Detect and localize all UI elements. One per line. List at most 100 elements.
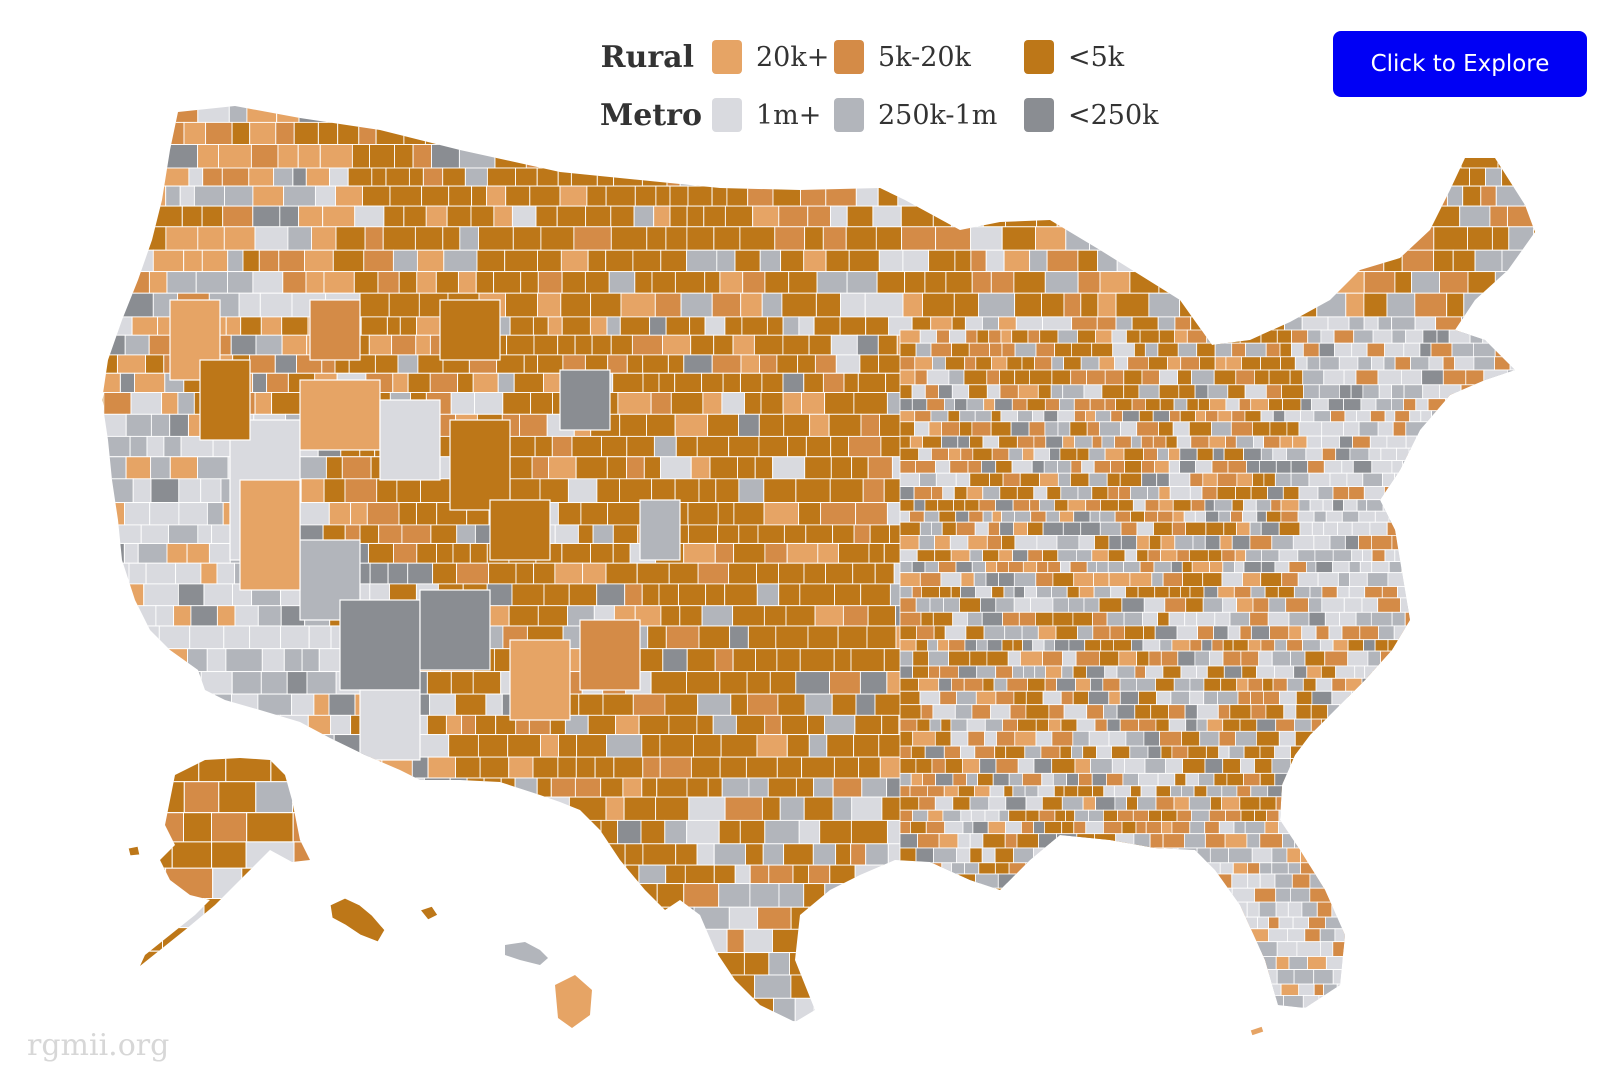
county-cell[interactable] [283,864,311,885]
county-cell[interactable] [837,625,868,650]
county-cell[interactable] [1122,410,1140,423]
county-cell[interactable] [1385,833,1409,849]
county-cell[interactable] [1011,916,1022,930]
county-cell[interactable] [1148,928,1162,943]
county-cell[interactable] [774,226,806,251]
county-cell[interactable] [1116,226,1141,251]
county-cell[interactable] [1027,677,1046,692]
county-cell[interactable] [1330,410,1346,423]
county-cell[interactable] [1341,777,1365,798]
county-cell[interactable] [1090,956,1103,970]
county-cell[interactable] [341,456,372,480]
county-cell[interactable] [679,167,697,187]
county-cell[interactable] [1101,435,1115,449]
county-cell[interactable] [1345,734,1376,758]
county-cell[interactable] [1442,543,1467,564]
county-cell[interactable] [889,167,914,187]
county-cell[interactable] [1145,167,1166,187]
county-cell[interactable] [203,898,236,929]
county-cell[interactable] [938,677,952,692]
county-cell[interactable] [1358,535,1372,551]
county-cell[interactable] [1337,521,1353,536]
county-cell[interactable] [822,226,847,251]
county-cell[interactable] [835,354,861,374]
county-cell[interactable] [1278,821,1297,835]
county-cell[interactable] [1494,356,1511,371]
county-cell[interactable] [1351,773,1364,787]
county-cell[interactable] [1042,521,1064,536]
county-cell[interactable] [713,843,746,866]
county-cell[interactable] [1058,144,1083,169]
county-cell[interactable] [1474,796,1497,811]
county-cell[interactable] [1506,796,1535,821]
county-cell[interactable] [634,185,657,207]
county-cell[interactable] [916,718,931,732]
county-cell[interactable] [1158,499,1174,512]
county-cell[interactable] [1298,421,1323,437]
county-cell[interactable] [1225,356,1242,371]
county-cell[interactable] [1508,625,1542,650]
county-cell[interactable] [1245,205,1264,228]
county-cell[interactable] [1292,916,1309,930]
county-cell[interactable] [826,734,855,758]
county-cell[interactable] [1138,906,1172,930]
county-cell[interactable] [1453,796,1476,811]
county-cell[interactable] [1403,384,1424,400]
county-cell[interactable] [1100,928,1119,943]
county-cell[interactable] [130,144,161,169]
county-cell[interactable] [701,605,734,627]
county-cell[interactable] [1491,226,1510,251]
county-cell[interactable] [508,605,539,627]
county-cell[interactable] [749,864,770,885]
county-cell[interactable] [772,456,806,480]
county-cell[interactable] [1174,329,1188,344]
county-cell[interactable] [472,671,502,695]
county-cell[interactable] [1234,1007,1246,1020]
county-cell[interactable] [1403,342,1421,358]
county-cell[interactable] [1222,639,1234,652]
county-cell[interactable] [407,562,434,585]
county-cell[interactable] [776,354,799,374]
county-cell[interactable] [1176,549,1190,563]
county-cell[interactable] [1342,906,1369,930]
county-cell[interactable] [978,499,996,512]
county-cell[interactable] [982,510,993,523]
county-cell[interactable] [1240,758,1255,774]
county-cell[interactable] [1013,572,1037,588]
county-cell[interactable] [1006,995,1027,1009]
county-cell[interactable] [1076,447,1090,462]
county-cell[interactable] [871,167,891,187]
county-cell[interactable] [1333,329,1355,344]
county-cell[interactable] [246,100,278,123]
county-cell[interactable] [1239,329,1262,344]
county-cell[interactable] [1149,249,1175,273]
county-cell[interactable] [1099,521,1122,536]
county-cell[interactable] [1148,535,1162,551]
county-cell[interactable] [1501,329,1515,344]
county-cell[interactable] [1034,916,1049,930]
county-cell[interactable] [453,819,489,845]
county-cell[interactable] [1196,974,1221,999]
county-cell[interactable] [1426,833,1439,849]
county-cell[interactable] [1099,862,1110,875]
county-cell[interactable] [874,562,895,585]
county-cell[interactable] [1187,745,1207,759]
county-cell[interactable] [786,543,819,564]
county-cell[interactable] [1526,843,1556,866]
county-cell[interactable] [998,549,1013,563]
county-cell[interactable] [1394,100,1419,123]
county-cell[interactable] [103,392,132,415]
county-cell[interactable] [179,997,215,1022]
county-cell[interactable] [717,952,745,976]
county-cell[interactable] [1345,292,1365,318]
county-cell[interactable] [1394,1021,1416,1043]
county-cell[interactable] [1144,510,1159,523]
county-cell[interactable] [853,524,871,544]
county-cell[interactable] [1257,969,1278,985]
county-cell[interactable] [1477,410,1493,423]
county-cell[interactable] [1115,833,1135,849]
county-cell[interactable] [952,611,968,627]
county-cell[interactable] [1241,356,1262,371]
county-cell[interactable] [915,639,929,652]
county-cell[interactable] [137,543,168,564]
